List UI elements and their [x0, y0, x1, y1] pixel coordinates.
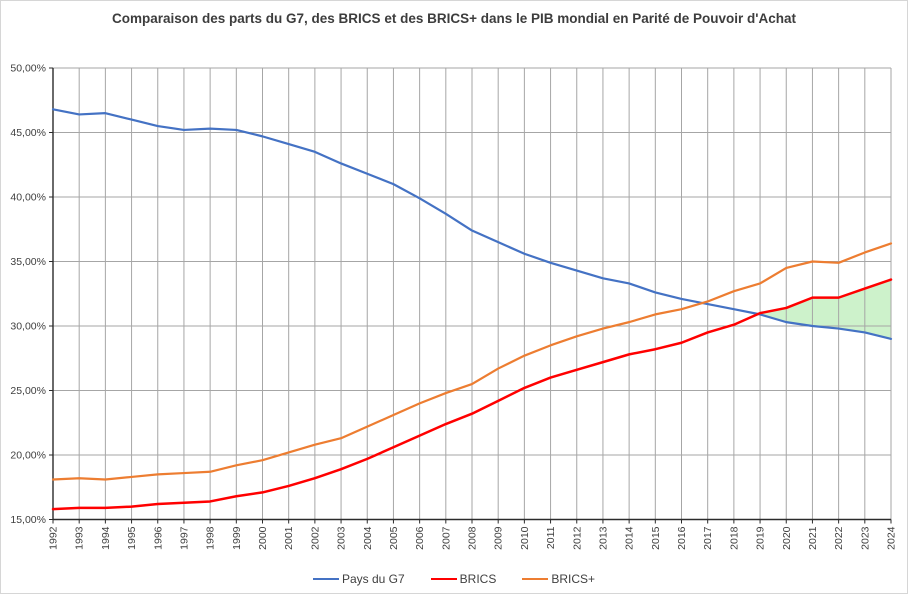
x-axis-tick-label: 2017: [702, 526, 714, 550]
legend-item-bricsplus[interactable]: BRICS+: [522, 572, 595, 586]
x-axis-tick-label: 2022: [833, 526, 845, 550]
g7-line: [51, 108, 893, 340]
brics-over-g7-gap-fill: [758, 279, 891, 339]
x-axis-tick-label: 1998: [205, 526, 217, 550]
x-axis-tick-label: 1992: [48, 526, 60, 550]
legend-item-g7[interactable]: Pays du G7: [312, 572, 405, 586]
y-axis-tick-label: 45,00%: [10, 127, 46, 139]
y-axis-tick-label: 25,00%: [10, 385, 46, 397]
brics-line: [51, 278, 893, 511]
x-axis-tick-label: 2020: [781, 526, 793, 550]
x-axis-tick-label: 2002: [309, 526, 321, 550]
y-axis-tick-label: 35,00%: [10, 256, 46, 268]
g7-line-swatch: [312, 578, 339, 580]
x-axis-tick-label: 1996: [152, 526, 164, 550]
legend-label-brics: BRICS: [459, 572, 497, 586]
y-axis-tick-label: 20,00%: [10, 450, 46, 462]
x-axis-tick-label: 2023: [859, 526, 871, 550]
x-axis-tick-label: 2014: [624, 526, 636, 550]
bricsplus-line: [51, 242, 893, 481]
chart-title: Comparaison des parts du G7, des BRICS e…: [112, 11, 796, 26]
x-axis-tick-label: 1993: [74, 526, 86, 550]
x-axis-tick-label: 2007: [440, 526, 452, 550]
x-axis-tick-label: 2016: [676, 526, 688, 550]
x-axis-tick-label: 2011: [545, 526, 557, 549]
x-axis-tick-label: 2009: [493, 526, 505, 550]
legend-item-brics[interactable]: BRICS: [430, 572, 497, 586]
x-axis-tick-label: 2000: [257, 526, 269, 550]
x-axis-tick-label: 2015: [650, 526, 662, 550]
brics-line-swatch: [430, 578, 457, 580]
legend: Pays du G7 BRICS BRICS+: [1, 572, 907, 586]
x-axis-tick-label: 2013: [597, 526, 609, 550]
x-axis-tick-label: 2001: [283, 526, 295, 550]
x-axis-tick-label: 1994: [100, 526, 112, 550]
y-axis-tick-label: 30,00%: [10, 321, 46, 333]
x-axis-tick-label: 2008: [467, 526, 479, 550]
x-axis-tick-label: 2003: [336, 526, 348, 550]
x-axis-tick-label: 2010: [519, 526, 531, 550]
bricsplus-line-swatch: [522, 578, 549, 580]
x-axis-tick-label: 1995: [126, 526, 138, 550]
legend-label-bricsplus: BRICS+: [551, 572, 596, 586]
x-axis-tick-label: 2021: [807, 526, 819, 550]
x-axis-tick-label: 2018: [728, 526, 740, 550]
x-axis-tick-label: 2024: [886, 526, 898, 550]
x-axis-tick-label: 1999: [231, 526, 243, 550]
x-axis-tick-label: 2012: [571, 526, 583, 550]
x-axis-tick-label: 2004: [362, 526, 374, 550]
x-axis-tick-label: 2019: [755, 526, 767, 550]
x-axis-tick-label: 2006: [414, 526, 426, 550]
y-axis-tick-label: 40,00%: [10, 192, 46, 204]
x-axis-tick-label: 1997: [178, 526, 190, 550]
legend-label-g7: Pays du G7: [341, 572, 405, 586]
x-axis-tick-label: 2005: [388, 526, 400, 550]
y-axis-tick-label: 15,00%: [10, 514, 46, 526]
y-axis-tick-label: 50,00%: [10, 63, 46, 75]
